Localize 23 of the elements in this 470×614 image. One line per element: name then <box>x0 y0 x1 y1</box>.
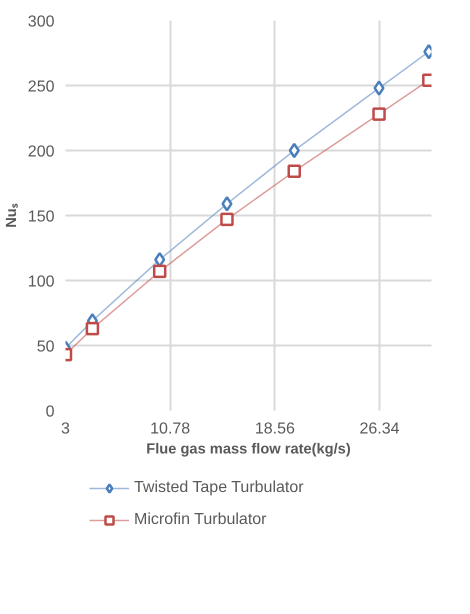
point <box>288 142 300 158</box>
x-tick-label: 10.78 <box>150 420 190 438</box>
y-tick-label: 150 <box>28 208 55 226</box>
x-tick-label: 18.56 <box>254 420 295 438</box>
y-tick-label: 250 <box>28 78 55 96</box>
y-tick-label: 0 <box>46 404 55 420</box>
legend-label: Twisted Tape Turbulator <box>134 479 304 497</box>
x-axis-title: Flue gas mass flow rate(kg/s) <box>146 442 351 458</box>
point <box>373 80 385 96</box>
y-tick-label: 200 <box>28 144 55 160</box>
x-tick-label: 26.34 <box>360 420 400 438</box>
point <box>288 164 301 178</box>
y-axis-title: Nuₛ <box>4 203 20 228</box>
point <box>152 264 166 278</box>
x-tick-label: 3 <box>61 420 70 438</box>
point <box>220 212 234 226</box>
point <box>221 196 233 212</box>
point <box>86 322 100 336</box>
point <box>372 107 386 121</box>
y-tick-label: 300 <box>28 14 55 30</box>
legend-label: Microfin Turbulator <box>134 511 266 529</box>
y-tick-label: 100 <box>28 274 55 290</box>
y-tick-label: 50 <box>36 338 55 356</box>
